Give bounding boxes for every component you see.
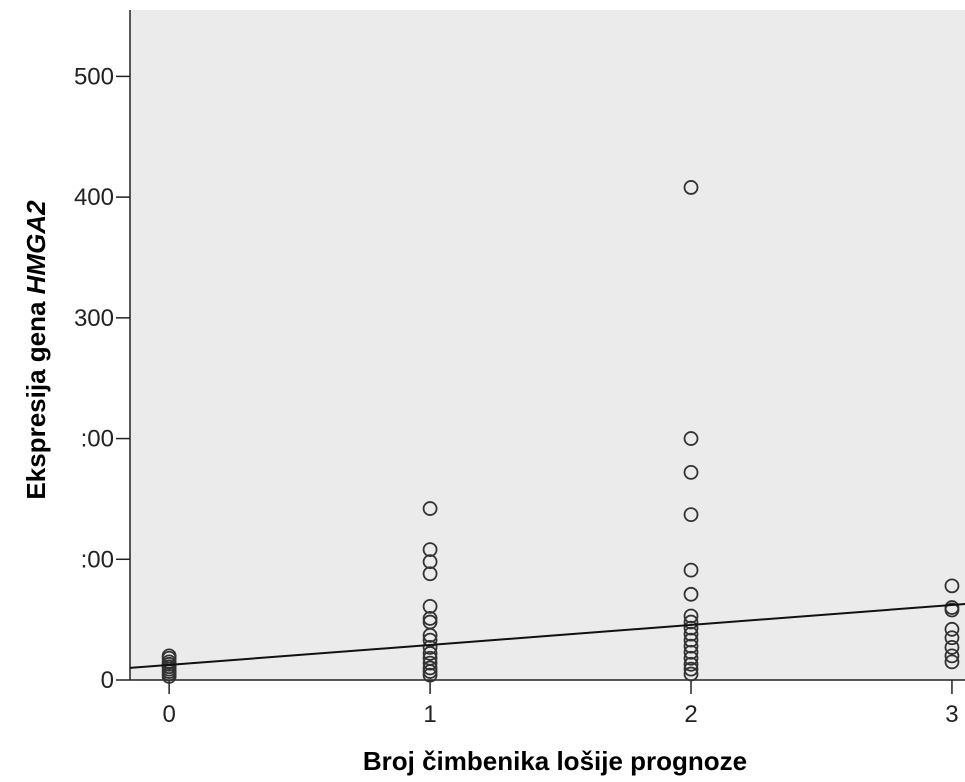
data-point <box>683 656 699 672</box>
data-point <box>422 655 438 671</box>
y-tick-label: 500 <box>74 63 114 90</box>
data-point <box>422 554 438 570</box>
data-point <box>422 650 438 666</box>
y-tick-label: 400 <box>74 184 114 211</box>
data-point <box>683 626 699 642</box>
data-point <box>683 644 699 660</box>
y-axis-title-gene: HMGA2 <box>21 200 51 294</box>
y-ticks: 0 :00 :00 300 400 500 <box>74 63 130 694</box>
data-point <box>683 638 699 654</box>
data-point <box>683 464 699 480</box>
data-point <box>422 632 438 648</box>
data-point <box>683 650 699 666</box>
data-point <box>422 501 438 516</box>
y-tick-label: 300 <box>74 305 114 332</box>
data-point <box>422 640 438 655</box>
data-point <box>422 614 438 630</box>
plot-area <box>130 10 965 680</box>
data-point <box>944 648 960 664</box>
data-point <box>683 180 699 195</box>
x-tick-label: 3 <box>945 701 958 728</box>
data-point <box>422 598 438 614</box>
data-point <box>683 632 699 648</box>
data-point <box>944 578 960 594</box>
data-point <box>683 620 699 636</box>
data-point <box>422 542 438 558</box>
y-axis-title-prefix: Ekspresija gena <box>21 294 51 499</box>
data-point <box>422 660 438 676</box>
y-tick-label: 0 <box>101 667 114 694</box>
x-axis-title: Broj čimbenika lošije prognoze <box>363 746 747 776</box>
y-tick-label: :00 <box>81 546 114 573</box>
data-point <box>683 431 699 446</box>
data-point <box>422 611 438 626</box>
data-point <box>944 640 960 655</box>
data-point <box>161 654 177 670</box>
data-point <box>683 586 699 602</box>
x-tick-label: 0 <box>162 701 175 728</box>
data-point <box>683 507 699 523</box>
data-points <box>161 180 960 684</box>
fit-line <box>129 602 965 669</box>
data-point <box>683 562 699 578</box>
data-point <box>944 654 960 670</box>
data-point <box>161 648 177 664</box>
data-point <box>944 600 960 615</box>
y-axis-title: Ekspresija gena HMGA2 <box>21 200 51 500</box>
data-point <box>944 621 960 637</box>
data-point <box>683 614 699 630</box>
data-point <box>422 667 438 683</box>
data-point <box>683 666 699 682</box>
data-point <box>683 661 699 677</box>
x-tick-label: 1 <box>423 701 436 728</box>
data-point <box>944 630 960 646</box>
y-tick-label: :00 <box>81 426 114 453</box>
data-point <box>422 566 438 582</box>
data-point <box>683 608 699 624</box>
x-ticks: 0 1 2 3 <box>162 680 959 728</box>
x-tick-label: 2 <box>684 701 697 728</box>
